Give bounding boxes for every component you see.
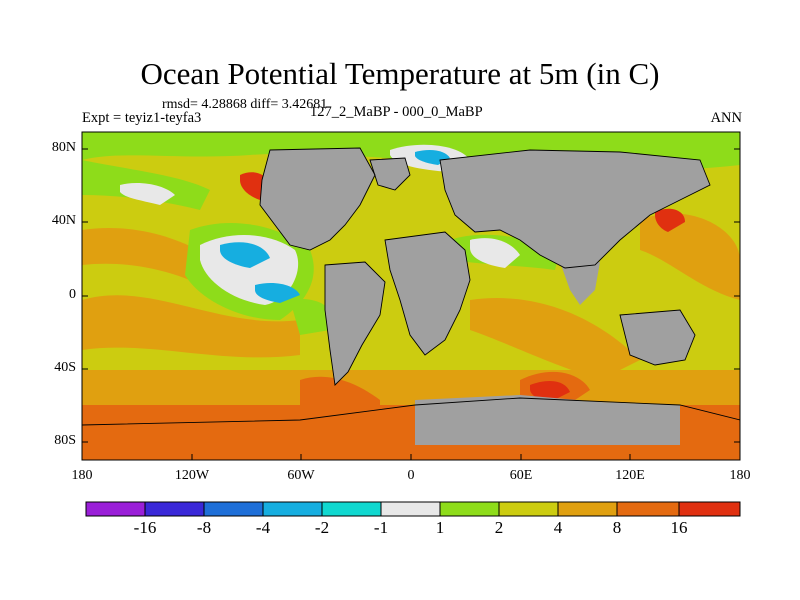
tropical-pacific-green xyxy=(290,299,333,335)
south-atlantic-hot-patch xyxy=(300,376,380,440)
landmass-africa xyxy=(385,232,470,355)
lat-label-40S: 40S xyxy=(54,360,76,375)
lat-label-0: 0 xyxy=(69,287,76,302)
colorbar-label-8: 8 xyxy=(612,518,622,537)
lon-label-60w: 60W xyxy=(287,468,315,483)
period-label: 127_2_MaBP - 000_0_MaBP xyxy=(310,104,483,120)
lon-label-180e: 180 xyxy=(729,468,751,483)
lat-label-40N: 40N xyxy=(51,213,76,228)
landmass-south-america xyxy=(325,262,385,385)
colorbar-label--8: -8 xyxy=(196,518,212,537)
colorbar-box-3 xyxy=(262,501,323,517)
landmass-india xyxy=(560,262,600,305)
landmass-eurasia xyxy=(440,150,710,268)
lon-ticks xyxy=(81,454,741,460)
colorbar-label--1: -1 xyxy=(373,518,389,537)
rmsd-diff-stats: rmsd= 4.28868 diff= 3.42681 xyxy=(162,97,328,112)
landmass-australia xyxy=(620,310,695,365)
plot-title: Ocean Potential Temperature at 5m (in C) xyxy=(140,56,660,91)
coastlines xyxy=(82,147,740,426)
coastline-africa xyxy=(384,231,471,356)
hot-spot-southern xyxy=(530,380,570,402)
lon-label-180w: 180 xyxy=(71,468,93,483)
landmass-greenland xyxy=(370,158,410,190)
cold-patch-north-atlantic xyxy=(220,242,270,268)
white-patch-nw xyxy=(120,183,175,205)
colorbar-box-9 xyxy=(616,501,680,517)
lat-label-80N: 80N xyxy=(51,140,76,155)
lon-label-0: 0 xyxy=(407,468,415,483)
pacific-east-warm xyxy=(640,213,740,300)
tropical-warm-band xyxy=(82,295,300,358)
colorbar-label--4: -4 xyxy=(255,518,271,537)
colorbar-box-8 xyxy=(557,501,618,517)
coastline-eurasia xyxy=(439,149,711,269)
colorbar-box-6 xyxy=(439,501,500,517)
colorbar-label-16: 16 xyxy=(670,518,688,537)
coastline-antarctica xyxy=(82,397,740,426)
white-patch-east xyxy=(470,238,520,268)
hot-spot-east-asia xyxy=(655,208,685,232)
colorbar-label--2: -2 xyxy=(314,518,330,537)
lat-label-80S: 80S xyxy=(54,433,76,448)
colorbar-box-4 xyxy=(321,501,382,517)
colorbar-box-1 xyxy=(144,501,205,517)
lat-ticks xyxy=(82,148,740,443)
colorbar-label-2: 2 xyxy=(494,518,504,537)
colorbar-label--16: -16 xyxy=(133,518,157,537)
coastline-australia xyxy=(619,309,696,366)
coastline-south-america xyxy=(324,261,386,386)
colorbar-label-4: 4 xyxy=(553,518,563,537)
lon-label-120w: 120W xyxy=(174,468,210,483)
colorbar-box-7 xyxy=(498,501,559,517)
lon-label-120e: 120E xyxy=(615,468,645,483)
lon-label-60e: 60E xyxy=(509,468,533,483)
colorbar-box-2 xyxy=(203,501,264,517)
landmass-antarctica xyxy=(415,395,680,445)
colorbar-box-5 xyxy=(380,501,441,517)
coastline-north-america xyxy=(259,147,376,251)
experiment-label: Expt = teyiz1-teyfa3 xyxy=(82,110,202,126)
colorbar-box-0 xyxy=(85,501,146,517)
cold-patch-equatorial xyxy=(255,283,300,303)
colorbar xyxy=(85,501,741,517)
colorbar-box-10 xyxy=(678,501,741,517)
indian-warm-patch xyxy=(470,298,640,380)
coastline-greenland xyxy=(369,157,411,191)
landmass-north-america xyxy=(260,148,375,250)
colorbar-label-1: 1 xyxy=(435,518,445,537)
season-label: ANN xyxy=(710,110,742,126)
map-field xyxy=(82,132,740,460)
